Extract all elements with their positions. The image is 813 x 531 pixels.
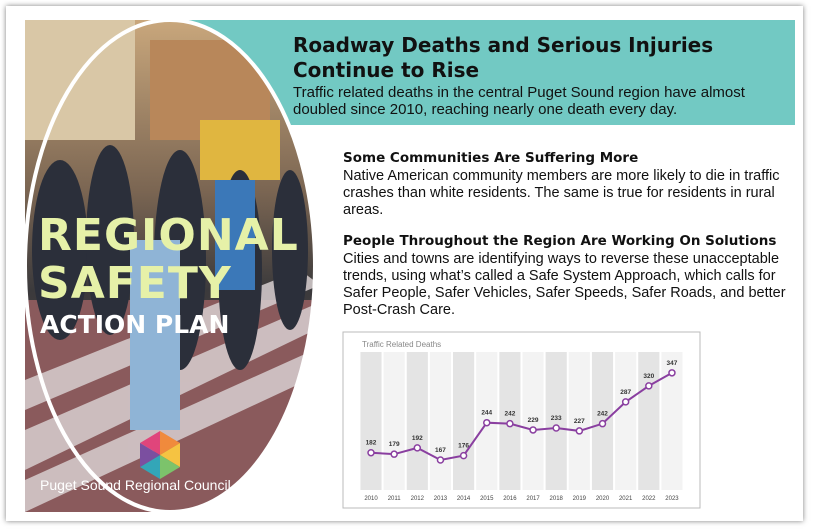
column-band <box>429 352 452 490</box>
plan-line: REGIONAL <box>38 210 299 261</box>
data-line <box>370 371 673 462</box>
section-heading: Some Communities Are Suffering More <box>343 150 639 166</box>
x-tick-label: 2011 <box>388 496 402 502</box>
data-point <box>621 398 630 406</box>
data-label: 182 <box>366 440 377 447</box>
column-band <box>522 352 544 490</box>
data-point <box>483 418 491 427</box>
column-band <box>568 352 590 490</box>
data-point <box>459 451 468 460</box>
x-tick-label: 2020 <box>596 496 610 502</box>
x-tick-label: 2017 <box>526 496 540 502</box>
data-label: 347 <box>667 360 678 367</box>
column-band <box>406 352 428 490</box>
title-line: Roadway Deaths and Serious Injuries <box>293 33 714 57</box>
data-point <box>529 426 537 434</box>
data-point <box>436 456 445 464</box>
x-tick-label: 2010 <box>364 496 378 502</box>
photo <box>25 20 315 512</box>
data-label: 192 <box>412 435 423 442</box>
x-tick-label: 2023 <box>665 496 679 502</box>
chart-title: Traffic Related Deaths <box>362 340 441 349</box>
banner-subtitle: Traffic related deaths in the central Pu… <box>293 84 745 118</box>
column-band <box>615 352 637 490</box>
data-label: 244 <box>481 410 492 417</box>
x-tick-label: 2022 <box>642 496 656 502</box>
banner-title: Roadway Deaths and Serious Injuries Cont… <box>293 33 713 83</box>
x-tick-label: 2015 <box>480 496 494 502</box>
data-label: 233 <box>551 415 562 422</box>
data-point <box>413 444 422 452</box>
section-heading: People Throughout the Region Are Working… <box>343 233 777 249</box>
data-label: 320 <box>643 373 654 380</box>
data-point <box>552 424 560 432</box>
column-band <box>545 352 567 490</box>
plan-line: SAFETY <box>38 258 232 309</box>
x-tick-label: 2021 <box>619 496 633 502</box>
column-band <box>360 352 382 490</box>
data-point <box>645 382 653 390</box>
data-label: 242 <box>504 411 515 418</box>
section-body: Cities and towns are identifying ways to… <box>343 251 786 318</box>
section-body: Native American community members are mo… <box>343 168 780 218</box>
plan-title: REGIONAL SAFETY <box>38 212 299 308</box>
x-tick-label: 2013 <box>434 496 448 502</box>
data-point <box>367 448 375 457</box>
x-tick-label: 2018 <box>550 496 564 502</box>
data-label: 179 <box>389 441 400 448</box>
title-line: Continue to Rise <box>293 58 480 82</box>
data-point <box>575 427 584 435</box>
photo-edge <box>23 18 317 514</box>
data-label: 227 <box>574 418 585 425</box>
column-band <box>638 352 660 490</box>
x-tick-label: 2019 <box>573 496 587 502</box>
x-tick-label: 2016 <box>503 496 517 502</box>
data-point <box>598 419 607 428</box>
data-label: 287 <box>620 389 631 396</box>
x-tick-label: 2014 <box>457 496 471 502</box>
data-label: 242 <box>597 411 608 418</box>
column-band <box>383 352 405 490</box>
organization: Puget Sound Regional Council <box>40 477 231 493</box>
logo <box>140 431 180 479</box>
column-band <box>453 352 475 490</box>
data-point <box>506 419 514 428</box>
data-point <box>390 450 398 458</box>
data-point <box>668 369 676 377</box>
plan-subtitle: ACTION PLAN <box>40 310 230 339</box>
column-band <box>661 352 683 490</box>
x-tick-label: 2012 <box>411 496 425 502</box>
data-label: 167 <box>435 447 446 454</box>
data-label: 229 <box>528 417 539 424</box>
data-label: 176 <box>458 443 469 450</box>
